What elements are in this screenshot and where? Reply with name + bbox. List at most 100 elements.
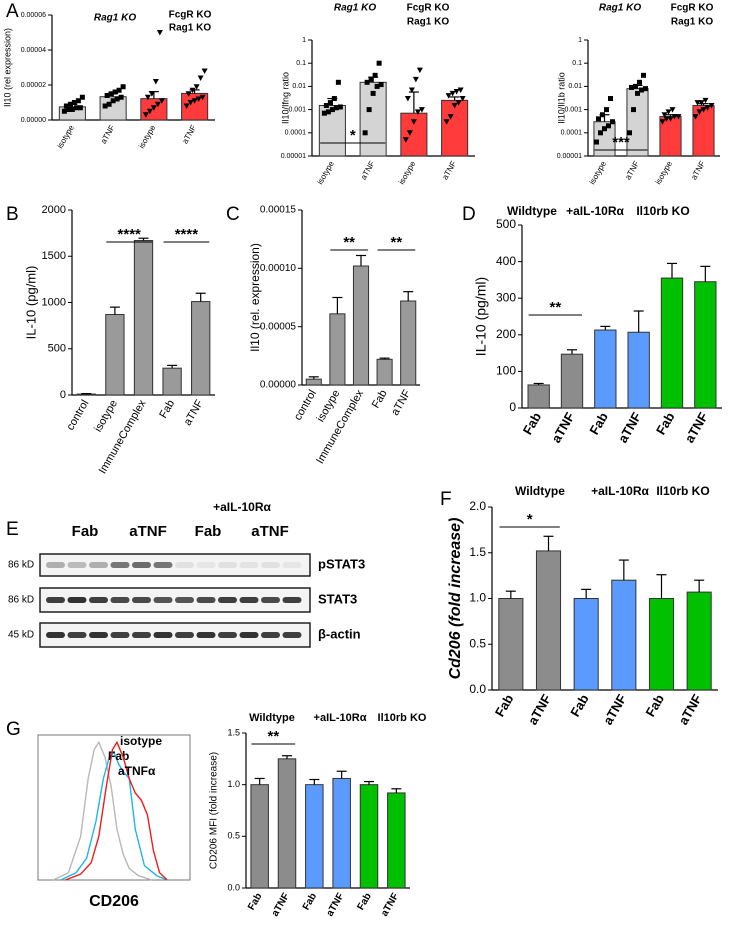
x-tick-label: aTNF — [325, 891, 347, 918]
y-tick-label: 0 — [60, 389, 66, 401]
significance: ** — [267, 728, 279, 745]
point — [418, 107, 425, 113]
point — [598, 130, 603, 136]
point — [333, 105, 339, 111]
band — [67, 597, 87, 603]
point — [702, 97, 709, 104]
y-tick-label: 1 — [578, 37, 582, 44]
point — [451, 103, 458, 109]
point — [459, 96, 466, 102]
lane-group-label: Fab — [195, 523, 222, 540]
point — [368, 76, 374, 82]
point — [366, 107, 372, 113]
x-tick-label: isotype — [654, 159, 675, 186]
panel-letter: E — [6, 519, 19, 540]
point — [410, 119, 417, 125]
bar — [560, 353, 584, 409]
band — [175, 632, 194, 638]
band — [153, 562, 173, 568]
bar — [694, 281, 717, 409]
group-label: Rag1 KO — [407, 17, 449, 28]
error-bar — [505, 590, 516, 599]
band — [196, 632, 216, 638]
y-tick-label: 0.00010 — [260, 263, 297, 274]
point — [144, 94, 151, 101]
y-tick-label: 200 — [496, 327, 516, 341]
point — [329, 107, 335, 113]
x-tick-label: isotype — [397, 159, 418, 186]
point — [193, 84, 200, 90]
legend-label: isotype — [120, 734, 162, 748]
error-bar — [167, 364, 178, 369]
band — [89, 632, 108, 638]
x-tick-label: aTNF — [676, 692, 705, 728]
group-label: Rag1 KO — [599, 3, 641, 14]
band — [89, 597, 108, 603]
panel-letter: D — [462, 204, 476, 225]
group-label: FcgR KO — [671, 3, 714, 14]
band — [239, 632, 259, 638]
point — [364, 79, 370, 85]
error-bar — [694, 579, 705, 593]
x-tick-label: aTNF — [623, 159, 641, 181]
blot-strip — [39, 553, 311, 577]
panel-letter: A — [6, 1, 19, 22]
point — [696, 109, 703, 115]
panel-letter: B — [6, 204, 19, 225]
band — [110, 597, 130, 603]
error-bar — [656, 574, 667, 599]
point — [362, 130, 368, 136]
treatment-label: +aIL-10Rα — [213, 500, 271, 514]
bar — [594, 329, 617, 409]
error-bar — [600, 325, 611, 331]
point — [700, 107, 707, 113]
error-bar — [254, 777, 265, 785]
bar — [329, 313, 346, 386]
x-tick-label: aTNF — [389, 388, 413, 418]
point — [671, 114, 678, 120]
y-tick-label: 1.0 — [227, 779, 240, 789]
band — [175, 597, 194, 603]
point — [627, 130, 632, 136]
error-bar — [633, 310, 644, 333]
x-tick-label: Fab — [301, 891, 319, 912]
bar — [376, 358, 393, 386]
point — [73, 105, 79, 111]
error-bar — [109, 306, 120, 315]
point — [154, 101, 161, 108]
point — [412, 76, 419, 83]
bar — [133, 240, 154, 396]
point — [447, 114, 454, 120]
point — [331, 96, 337, 102]
point — [694, 100, 701, 106]
point — [404, 96, 411, 102]
bar — [660, 277, 684, 409]
bar — [305, 378, 322, 386]
point — [606, 123, 611, 129]
y-tick-label: 0.00001 — [557, 153, 582, 160]
bar — [250, 784, 269, 889]
y-tick-label: 1.0 — [469, 591, 486, 605]
band — [46, 597, 65, 603]
error-bar — [379, 357, 390, 360]
band — [239, 562, 259, 568]
y-tick-label: 1.5 — [227, 727, 240, 737]
bar — [162, 367, 182, 396]
point — [335, 79, 341, 85]
point — [416, 67, 423, 74]
point — [669, 107, 676, 113]
point — [698, 100, 705, 106]
point — [667, 116, 674, 122]
error-bar — [356, 254, 366, 266]
band — [261, 597, 280, 603]
band — [153, 597, 173, 603]
error-bar — [364, 780, 374, 785]
point — [402, 137, 409, 143]
point — [108, 91, 114, 97]
bar — [332, 777, 351, 889]
y-axis-label: Il10/Ifng ratio — [280, 72, 290, 124]
point — [641, 72, 646, 78]
point — [150, 105, 157, 111]
point — [629, 84, 634, 90]
x-tick-label: Fab — [586, 410, 611, 438]
